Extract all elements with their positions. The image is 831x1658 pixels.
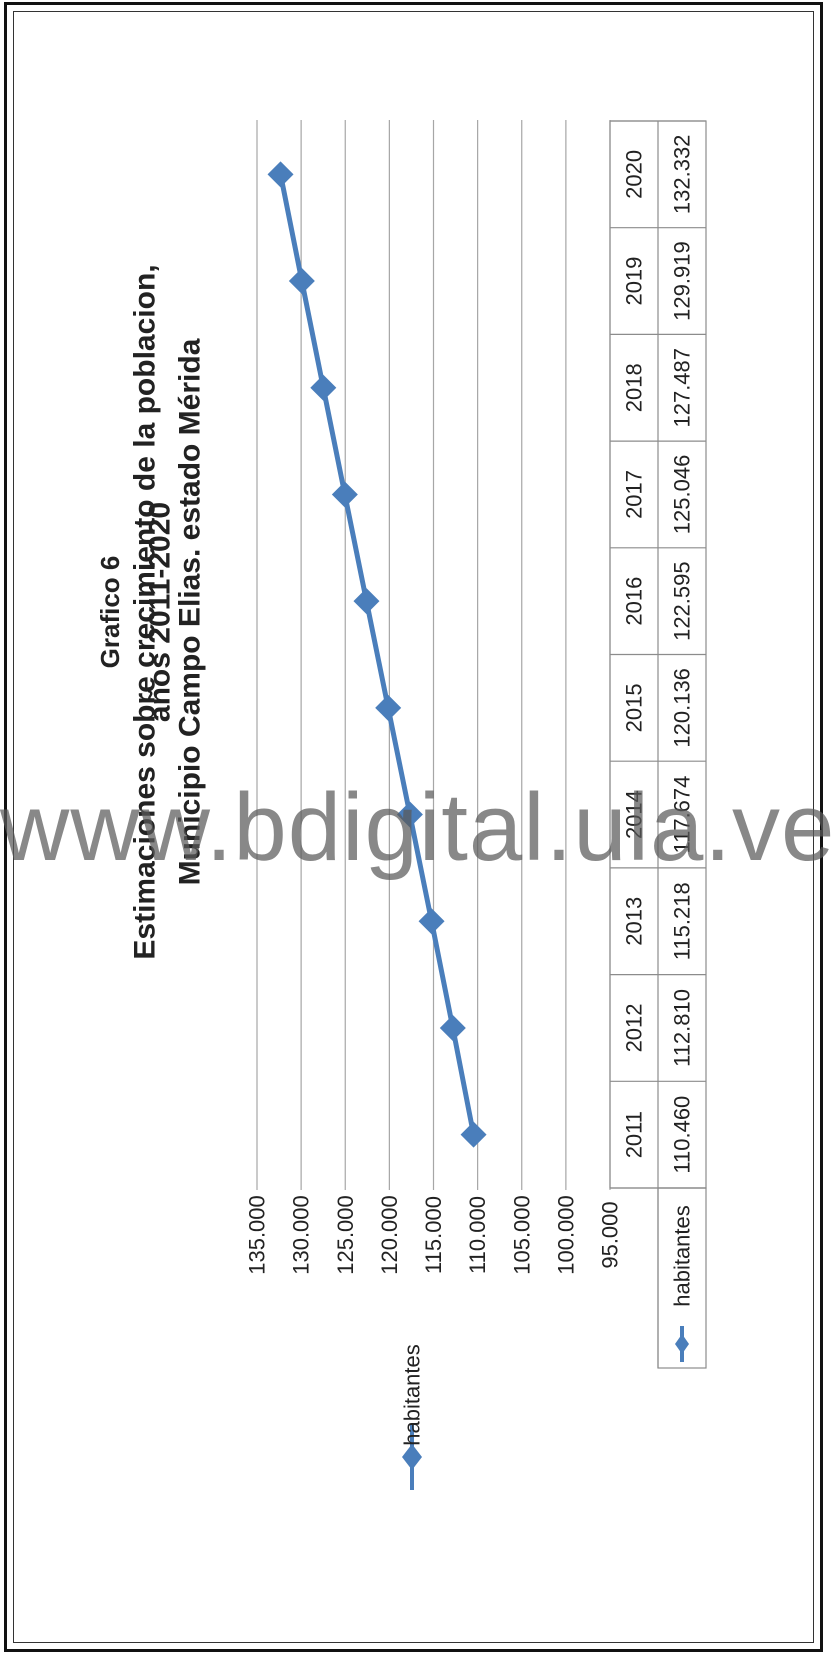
y-tick-label: 105.000: [509, 1195, 534, 1275]
data-point: [460, 1121, 487, 1148]
data-table-value: 112.810: [670, 989, 695, 1067]
legend-label: habitantes: [400, 1344, 425, 1446]
data-table-value: 117.674: [670, 776, 695, 854]
data-table-value: 115.218: [670, 882, 695, 960]
chart-subtitle-line-1: Estimaciones sobre crecimiento de la pob…: [129, 264, 162, 959]
y-tick-label: 100.000: [553, 1195, 578, 1275]
data-point: [396, 801, 423, 828]
chart-subtitle-line-2: años 2011-2020: [144, 502, 177, 722]
category-label: 2020: [622, 150, 647, 199]
data-table-series-name: habitantes: [670, 1205, 695, 1307]
category-label: 2013: [622, 897, 647, 946]
category-label: 2016: [622, 577, 647, 626]
data-point: [353, 588, 380, 615]
chart-subtitle-line-3: Municipio Campo Elias. estado Mérida: [174, 338, 207, 885]
y-tick-label: 125.000: [333, 1195, 358, 1275]
data-table-value: 125.046: [670, 455, 695, 535]
chart-title: Grafico 6: [95, 556, 125, 669]
category-label: 2015: [622, 683, 647, 732]
legend-marker: [402, 1444, 422, 1470]
category-label: 2019: [622, 257, 647, 306]
data-point: [375, 694, 402, 721]
data-table-value: 120.136: [670, 668, 695, 748]
table-legend-marker: [675, 1334, 689, 1354]
y-tick-label: 120.000: [377, 1195, 402, 1275]
data-table-value: 110.460: [670, 1096, 695, 1174]
data-point: [331, 481, 358, 508]
y-tick-label: 95.000: [598, 1201, 623, 1268]
y-tick-label: 135.000: [245, 1195, 270, 1275]
category-label: 2012: [622, 1003, 647, 1052]
data-table-value: 132.332: [670, 135, 695, 215]
category-label: 2014: [622, 790, 647, 839]
inner-border: [13, 11, 814, 1643]
y-tick-label: 115.000: [421, 1196, 446, 1274]
y-tick-label: 130.000: [289, 1195, 314, 1275]
category-label: 2018: [622, 363, 647, 412]
series-line-habitantes: [278, 173, 477, 1136]
data-point: [310, 374, 337, 401]
data-point: [267, 161, 294, 188]
category-label: 2017: [622, 470, 647, 519]
data-table-value: 122.595: [670, 561, 695, 641]
data-table-value: 127.487: [670, 348, 695, 428]
y-tick-label: 110.000: [465, 1196, 490, 1274]
data-table-value: 129.919: [670, 241, 695, 321]
category-label: 2011: [622, 1111, 647, 1158]
data-point: [288, 268, 315, 295]
data-point: [439, 1014, 466, 1041]
data-point: [418, 908, 445, 935]
